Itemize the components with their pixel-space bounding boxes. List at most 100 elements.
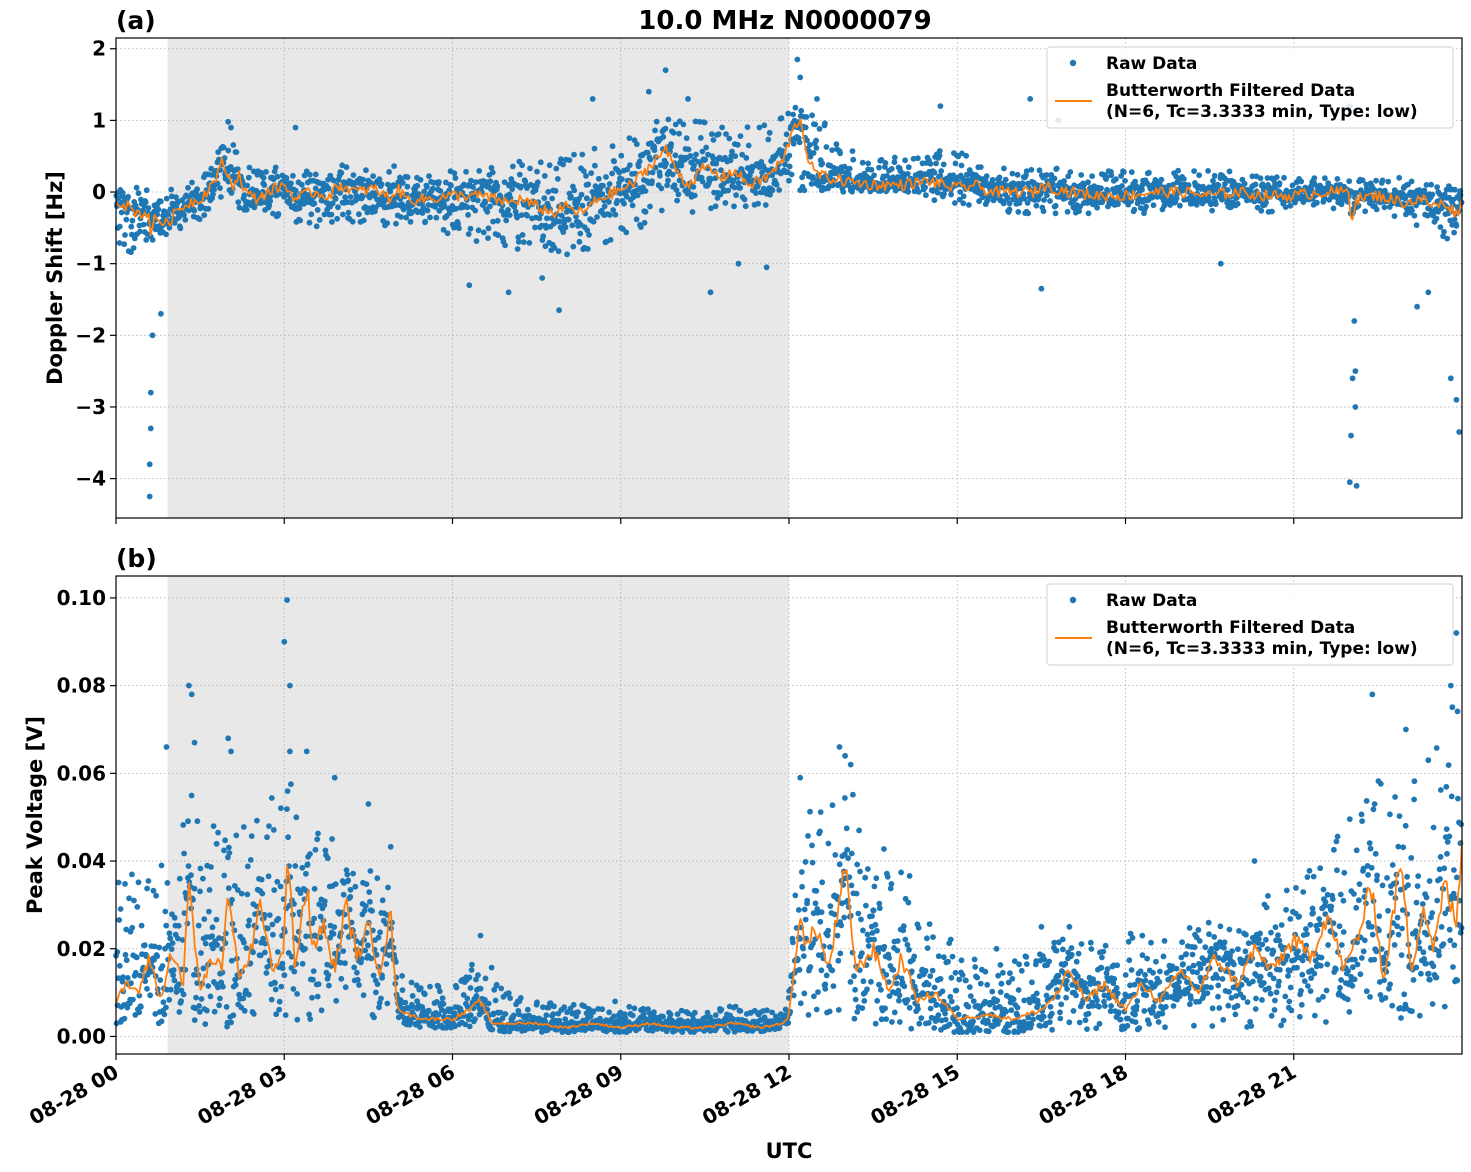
raw-data-point (1023, 168, 1030, 175)
raw-data-point (976, 198, 982, 205)
raw-data-point (296, 205, 303, 212)
raw-data-point (313, 223, 320, 230)
raw-data-point (487, 178, 494, 185)
raw-data-point (571, 187, 578, 194)
raw-data-point (804, 897, 811, 904)
raw-data-point (366, 889, 373, 895)
raw-data-point (170, 972, 177, 979)
raw-data-point (813, 137, 819, 144)
raw-data-point (1016, 961, 1022, 968)
raw-data-point (124, 975, 131, 981)
raw-data-point (960, 193, 967, 200)
raw-data-point (343, 867, 350, 873)
raw-data-point (1051, 939, 1058, 946)
raw-data-point (1162, 1024, 1168, 1031)
raw-data-point (1041, 197, 1047, 203)
raw-data-point (935, 1012, 942, 1018)
raw-data-point (135, 879, 142, 886)
raw-data-point (678, 162, 685, 169)
raw-data-point (769, 172, 776, 179)
raw-data-outlier (662, 67, 669, 74)
raw-data-point (696, 118, 703, 125)
raw-data-point (314, 993, 321, 1000)
raw-data-point (630, 194, 637, 201)
raw-data-point (462, 1021, 469, 1028)
raw-data-point (258, 876, 265, 883)
raw-data-point (485, 235, 491, 242)
raw-data-point (194, 186, 201, 193)
raw-data-point (878, 1016, 885, 1023)
raw-data-point (802, 859, 809, 865)
raw-data-point (127, 249, 134, 256)
raw-data-point (132, 969, 139, 976)
raw-data-point (1193, 201, 1200, 208)
raw-data-point (1433, 215, 1440, 222)
raw-data-point (417, 176, 424, 183)
raw-data-point (671, 182, 678, 189)
raw-data-point (204, 1007, 210, 1014)
raw-data-point (116, 962, 123, 969)
raw-data-point (831, 911, 838, 918)
raw-data-point (662, 125, 669, 132)
raw-data-point (136, 1009, 143, 1016)
raw-data-point (729, 148, 735, 155)
raw-data-point (314, 836, 321, 843)
raw-data-point (1070, 1008, 1077, 1014)
raw-data-point (250, 1011, 257, 1017)
raw-data-outlier (147, 425, 154, 432)
raw-data-point (823, 144, 830, 150)
raw-data-point (1373, 177, 1379, 184)
raw-data-point (566, 1029, 573, 1035)
raw-data-point (573, 213, 579, 220)
raw-data-point (815, 952, 822, 958)
raw-data-point (924, 945, 931, 951)
raw-data-point (115, 879, 122, 886)
raw-data-point (1015, 209, 1022, 215)
raw-data-point (1142, 977, 1149, 984)
raw-data-point (1023, 954, 1030, 960)
raw-data-point (417, 1024, 423, 1030)
raw-data-point (370, 173, 376, 180)
raw-data-point (1269, 208, 1275, 215)
raw-data-point (606, 199, 612, 205)
raw-data-point (1226, 168, 1233, 175)
raw-data-point (891, 154, 898, 161)
raw-data-point (665, 116, 672, 123)
raw-data-point (328, 211, 335, 218)
raw-data-point (272, 164, 279, 171)
raw-data-point (1208, 201, 1214, 208)
raw-data-point (1209, 207, 1215, 214)
raw-data-point (422, 218, 429, 225)
panel-a-shaded-region (167, 38, 789, 518)
raw-data-point (1066, 1019, 1073, 1026)
raw-data-point (175, 935, 181, 942)
raw-data-point (1373, 206, 1380, 213)
raw-data-point (906, 1004, 913, 1011)
raw-data-point (233, 149, 240, 156)
raw-data-point (361, 907, 368, 914)
raw-data-point (837, 150, 843, 157)
raw-data-point (1227, 952, 1233, 959)
raw-data-point (180, 991, 187, 998)
raw-data-point (1085, 179, 1091, 186)
raw-data-point (609, 170, 615, 177)
raw-data-point (890, 967, 897, 973)
raw-data-point (1121, 169, 1127, 175)
raw-data-point (493, 981, 500, 988)
raw-data-point (1011, 958, 1018, 965)
raw-data-point (1108, 172, 1115, 179)
raw-data-point (894, 938, 901, 944)
raw-data-point (731, 203, 737, 210)
raw-data-point (158, 198, 164, 205)
raw-data-point (121, 1015, 128, 1022)
raw-data-point (1451, 216, 1458, 223)
raw-data-point (292, 187, 299, 194)
raw-data-point (502, 1028, 508, 1035)
raw-data-point (210, 945, 216, 952)
raw-data-point (960, 200, 967, 207)
raw-data-point (1213, 945, 1220, 952)
raw-data-point (1276, 978, 1282, 985)
raw-data-outlier (539, 275, 546, 281)
raw-data-point (822, 120, 828, 127)
raw-data-point (309, 994, 315, 1001)
